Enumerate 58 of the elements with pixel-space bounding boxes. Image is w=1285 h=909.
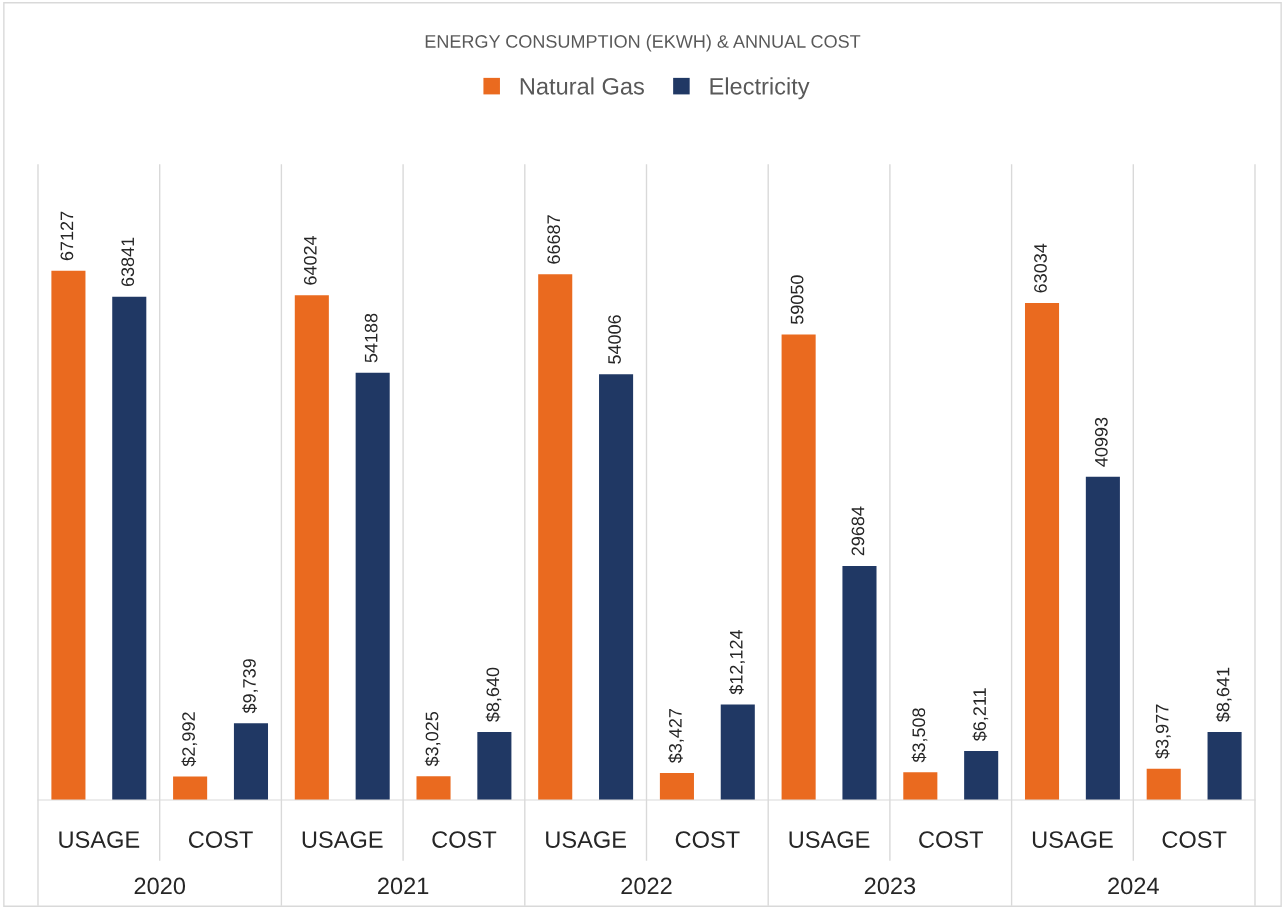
bar [720,704,755,800]
data-label: $6,211 [972,688,989,742]
data-label: 63034 [1034,243,1047,293]
data-label: $8,641 [1215,667,1232,722]
text: 2024 [1108,877,1159,895]
data-label: $3,977 [1155,704,1171,759]
bar [659,772,694,800]
text: 2022 [621,877,672,895]
data-label: $8,640 [485,667,502,722]
legend-label: Natural Gas [520,77,644,95]
x-tick-label: USAGE [302,831,383,848]
data-label: 63841 [121,237,135,287]
bar [1085,476,1120,800]
legend-label: Electricity [710,77,810,100]
chart-title: ENERGY CONSUMPTION (EKWH) & ANNUAL COST [425,34,861,52]
bar [173,776,208,800]
bar [233,723,269,800]
data-label: $12,124 [729,629,745,695]
data-label: 54006 [608,315,621,364]
bar [903,772,938,800]
bar [964,751,999,800]
data-label: $2,992 [181,712,198,767]
bar [781,334,816,800]
data-label: 66687 [547,215,561,264]
bar [599,374,634,800]
bar [416,776,451,800]
bar [842,566,877,800]
bar [538,274,573,800]
x-tick-label: USAGE [546,831,626,848]
data-label: $3,508 [911,708,928,763]
x-tick-label: COST [1162,831,1227,848]
x-tick-label: USAGE [59,831,140,848]
data-label: 64024 [303,235,317,285]
data-label: $3,427 [668,708,684,764]
data-label: 54188 [364,313,378,363]
x-tick-label: COST [188,831,253,848]
x-tick-label: COST [919,831,983,848]
text: 2021 [378,877,429,895]
bar [112,296,147,800]
text: 2020 [134,877,186,895]
x-tick-label: USAGE [1032,831,1113,848]
bar [51,270,86,800]
x-tick-label: USAGE [789,831,870,848]
bar [477,731,512,800]
bar [1207,731,1242,800]
bar [294,295,329,800]
bar [355,372,390,800]
data-label: 67127 [60,211,74,261]
data-label: 29684 [851,506,865,556]
data-label: 59050 [790,275,804,325]
x-tick-label: COST [675,831,740,848]
data-label: $3,025 [424,711,441,767]
text: 2023 [864,877,916,895]
bar [1146,768,1181,800]
bar [1024,303,1060,800]
data-label: $9,739 [242,659,258,714]
x-tick-label: COST [432,831,497,848]
data-label: 40993 [1094,417,1108,467]
